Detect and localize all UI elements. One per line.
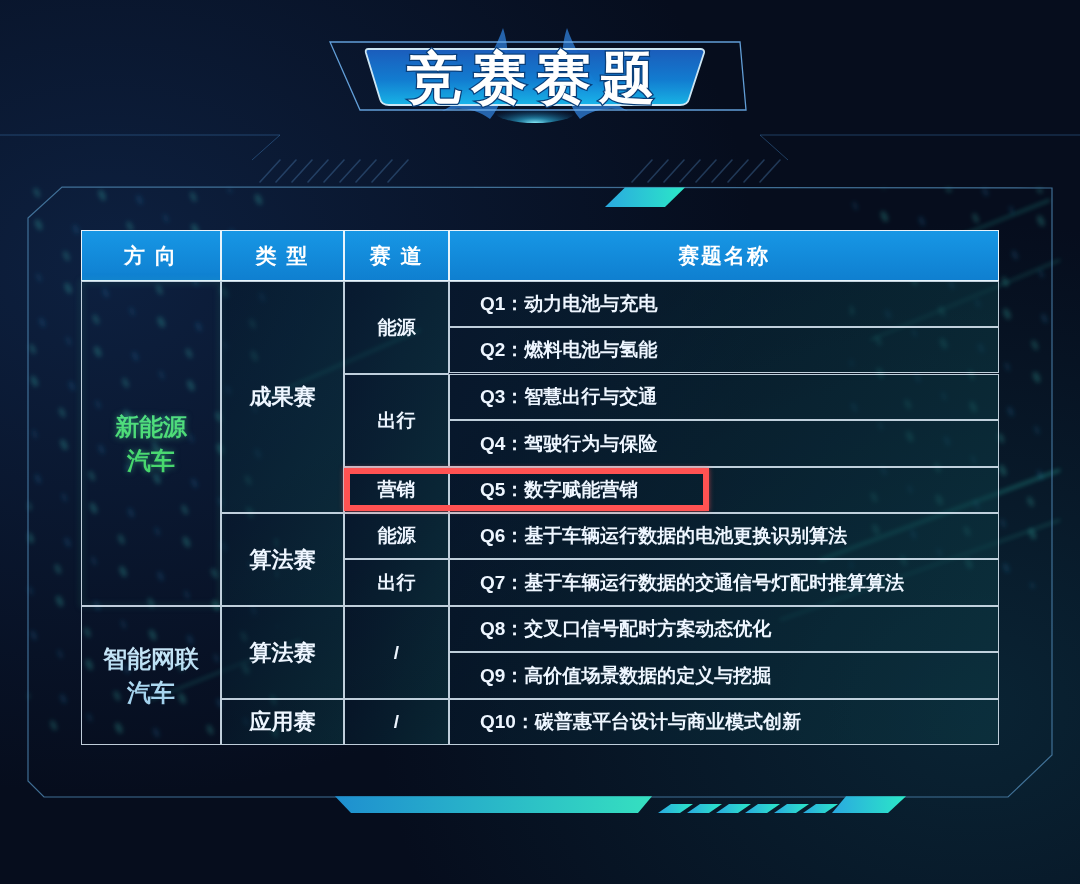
- svg-text:竞赛赛题: 竞赛赛题: [407, 46, 663, 109]
